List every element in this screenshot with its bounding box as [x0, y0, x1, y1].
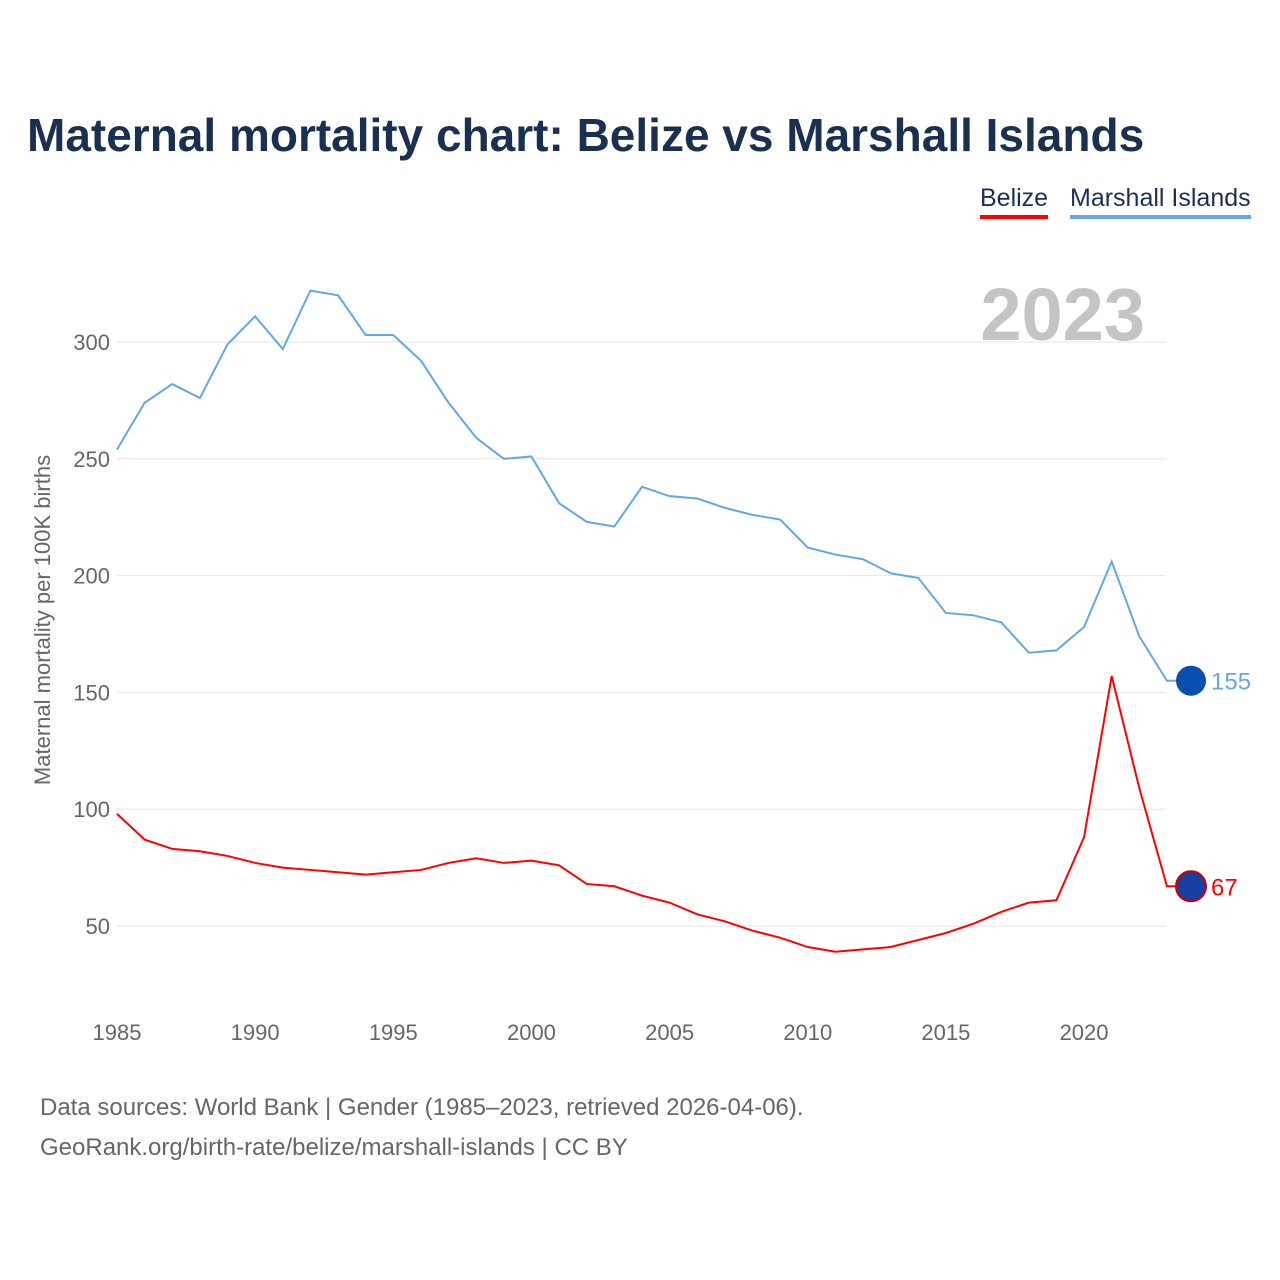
y-tick-label: 250 — [73, 447, 110, 472]
y-tick-label: 50 — [86, 914, 110, 939]
x-tick-label: 2005 — [645, 1020, 694, 1045]
year-label: 2023 — [980, 273, 1145, 356]
series-line-marshall-islands — [116, 289, 1177, 682]
legend-belize[interactable]: Belize — [980, 184, 1049, 219]
end-value-label: 155 — [1211, 669, 1251, 696]
y-tick-label: 150 — [73, 680, 110, 705]
x-tick-label: 2015 — [921, 1020, 970, 1045]
flag-icon — [1176, 665, 1206, 696]
y-tick-label: 100 — [73, 797, 110, 822]
legend-marshall-islands[interactable]: Marshall Islands — [1070, 184, 1251, 219]
series-line-belize — [116, 675, 1177, 953]
x-tick-label: 2000 — [507, 1020, 556, 1045]
footer: Data sources: World Bank | Gender (1985–… — [40, 1088, 804, 1168]
y-tick-label: 200 — [73, 564, 110, 589]
y-tick-label: 300 — [73, 330, 110, 355]
x-tick-label: 2010 — [783, 1020, 832, 1045]
y-axis-label: Maternal mortality per 100K births — [30, 455, 55, 785]
x-tick-label: 1985 — [93, 1020, 142, 1045]
end-value-label: 67 — [1211, 874, 1238, 901]
url-text: GeoRank.org/birth-rate/belize/marshall-i… — [40, 1134, 628, 1161]
flag-icon — [1175, 870, 1207, 903]
chart-title: Maternal mortality chart: Belize vs Mars… — [27, 109, 1145, 161]
x-tick-label: 1995 — [369, 1020, 418, 1045]
x-tick-label: 2020 — [1060, 1020, 1109, 1045]
source-text: Data sources: World Bank | Gender (1985–… — [40, 1094, 804, 1121]
x-tick-label: 1990 — [231, 1020, 280, 1045]
